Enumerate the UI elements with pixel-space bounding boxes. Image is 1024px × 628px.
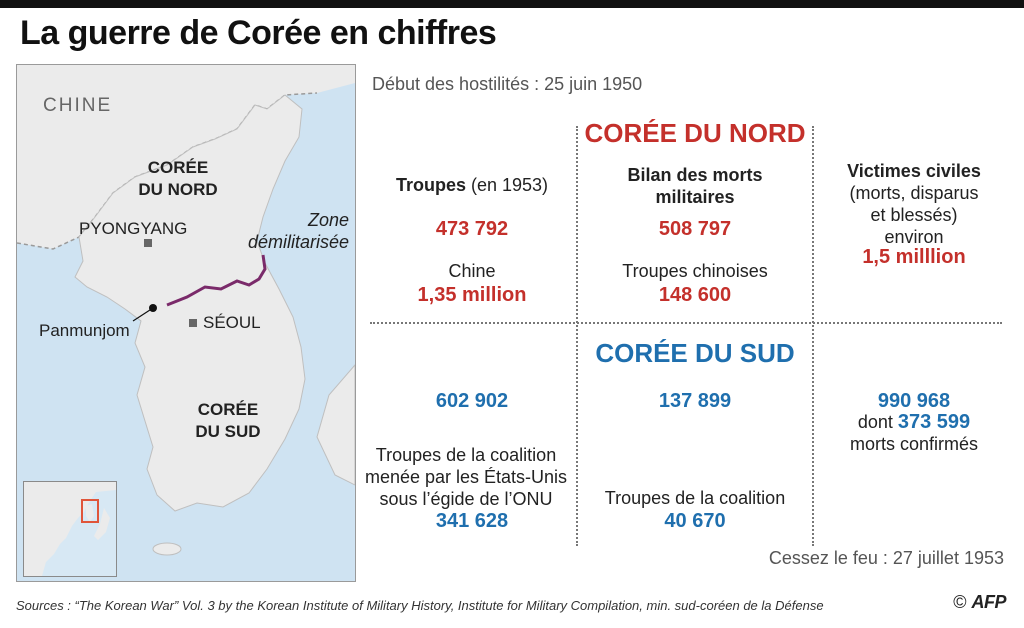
coalition-deaths-value: 40 670 <box>664 510 726 532</box>
military-deaths-heading-line1: Bilan des morts <box>627 165 763 185</box>
top-bar <box>0 0 1024 8</box>
ceasefire-date: Cessez le feu : 27 juillet 1953 <box>768 548 1004 568</box>
south-civil-value: 990 968 <box>877 390 951 412</box>
north-troops-value: 473 792 <box>435 218 509 240</box>
heading-south-korea: CORÉE DU SUD <box>595 338 795 368</box>
afp-logo: AFP <box>971 592 1007 612</box>
map-label-seoul: SÉOUL <box>203 313 261 332</box>
north-civil-value: 1,5 milllion <box>862 246 966 268</box>
map-label-dmz: Zone démilitarisée <box>213 209 349 253</box>
map-label-north-korea-line2: DU NORD <box>138 180 218 199</box>
south-civil-dont: dont <box>857 412 893 432</box>
chinese-troops-label: Troupes chinoises <box>622 261 768 281</box>
locator-inset-map <box>23 481 117 577</box>
civil-victims-sub3: environ <box>884 227 944 247</box>
military-deaths-heading-line2: militaires <box>655 187 735 207</box>
heading-north-korea: CORÉE DU NORD <box>584 118 806 148</box>
map-label-north-korea: CORÉE DU NORD <box>123 157 233 201</box>
korea-peninsula <box>74 94 306 512</box>
troops-heading-label: Troupes <box>395 175 466 195</box>
map-label-panmunjom: Panmunjom <box>39 321 130 340</box>
chinese-deaths-value: 148 600 <box>658 284 732 306</box>
un-coalition-line2: menée par les États-Unis <box>364 467 568 487</box>
coalition-deaths-label: Troupes de la coalition <box>604 488 786 508</box>
map-label-north-korea-line1: CORÉE <box>147 158 209 177</box>
china-label: Chine <box>448 261 496 281</box>
start-date: Début des hostilités : 25 juin 1950 <box>372 74 643 94</box>
column-divider-left <box>576 126 578 546</box>
map-label-dmz-line2: démilitarisée <box>247 232 349 252</box>
japan-edge <box>316 364 355 486</box>
column-divider-right <box>812 126 814 546</box>
afp-credit: © AFP <box>953 592 1006 613</box>
south-civil-confirmed: dont 373 599 <box>816 411 1012 433</box>
map-label-south-korea: CORÉE DU SUD <box>173 399 283 443</box>
troops-heading-year: (en 1953) <box>470 175 549 195</box>
un-coalition-line1: Troupes de la coalition <box>375 445 557 465</box>
civil-victims-sub1: (morts, disparus <box>849 183 979 203</box>
map-label-south-korea-line1: CORÉE <box>197 400 259 419</box>
map-shapes <box>17 65 355 556</box>
map-label-china: CHINE <box>43 95 113 116</box>
civil-victims-heading: Victimes civiles (morts, disparus et ble… <box>816 160 1012 248</box>
page-title: La guerre de Corée en chiffres <box>20 14 497 52</box>
copyright-symbol: © <box>953 592 967 612</box>
inset-asia <box>24 482 116 576</box>
south-civil-confirmed-value: 373 599 <box>897 411 971 433</box>
panmunjom-leader <box>132 307 154 322</box>
dmz-line <box>166 254 267 307</box>
korea-map: CHINE CORÉE DU NORD PYONGYANG Zone démil… <box>16 64 356 582</box>
china-troops-value: 1,35 million <box>417 284 527 306</box>
sources-note: Sources : “The Korean War” Vol. 3 by the… <box>16 598 824 613</box>
inset-highlight <box>81 499 99 523</box>
map-label-pyongyang: PYONGYANG <box>79 219 188 238</box>
un-coalition-label: Troupes de la coalition menée par les Ét… <box>356 444 576 510</box>
south-troops-value: 602 902 <box>435 390 509 412</box>
seoul-marker <box>189 319 197 327</box>
south-deaths-value: 137 899 <box>658 390 732 412</box>
troops-heading: Troupes (en 1953) <box>372 174 572 196</box>
jeju-island <box>152 542 182 556</box>
china-landmass <box>17 65 355 249</box>
inset-korea <box>86 504 94 522</box>
map-label-dmz-line1: Zone <box>307 210 349 230</box>
coalition-troops-value: 341 628 <box>435 510 509 532</box>
civil-victims-sub2: et blessés) <box>870 205 958 225</box>
south-civil-confirmed-label: morts confirmés <box>849 434 979 454</box>
un-coalition-line3: sous l’égide de l’ONU <box>379 489 553 509</box>
north-deaths-value: 508 797 <box>658 218 732 240</box>
pyongyang-marker <box>144 239 152 247</box>
map-label-south-korea-line2: DU SUD <box>195 422 261 441</box>
military-deaths-heading: Bilan des morts militaires <box>580 164 810 208</box>
civil-victims-title: Victimes civiles <box>847 161 981 181</box>
row-divider <box>370 322 1002 324</box>
inset-japan <box>94 508 110 540</box>
inset-shapes <box>24 482 116 576</box>
